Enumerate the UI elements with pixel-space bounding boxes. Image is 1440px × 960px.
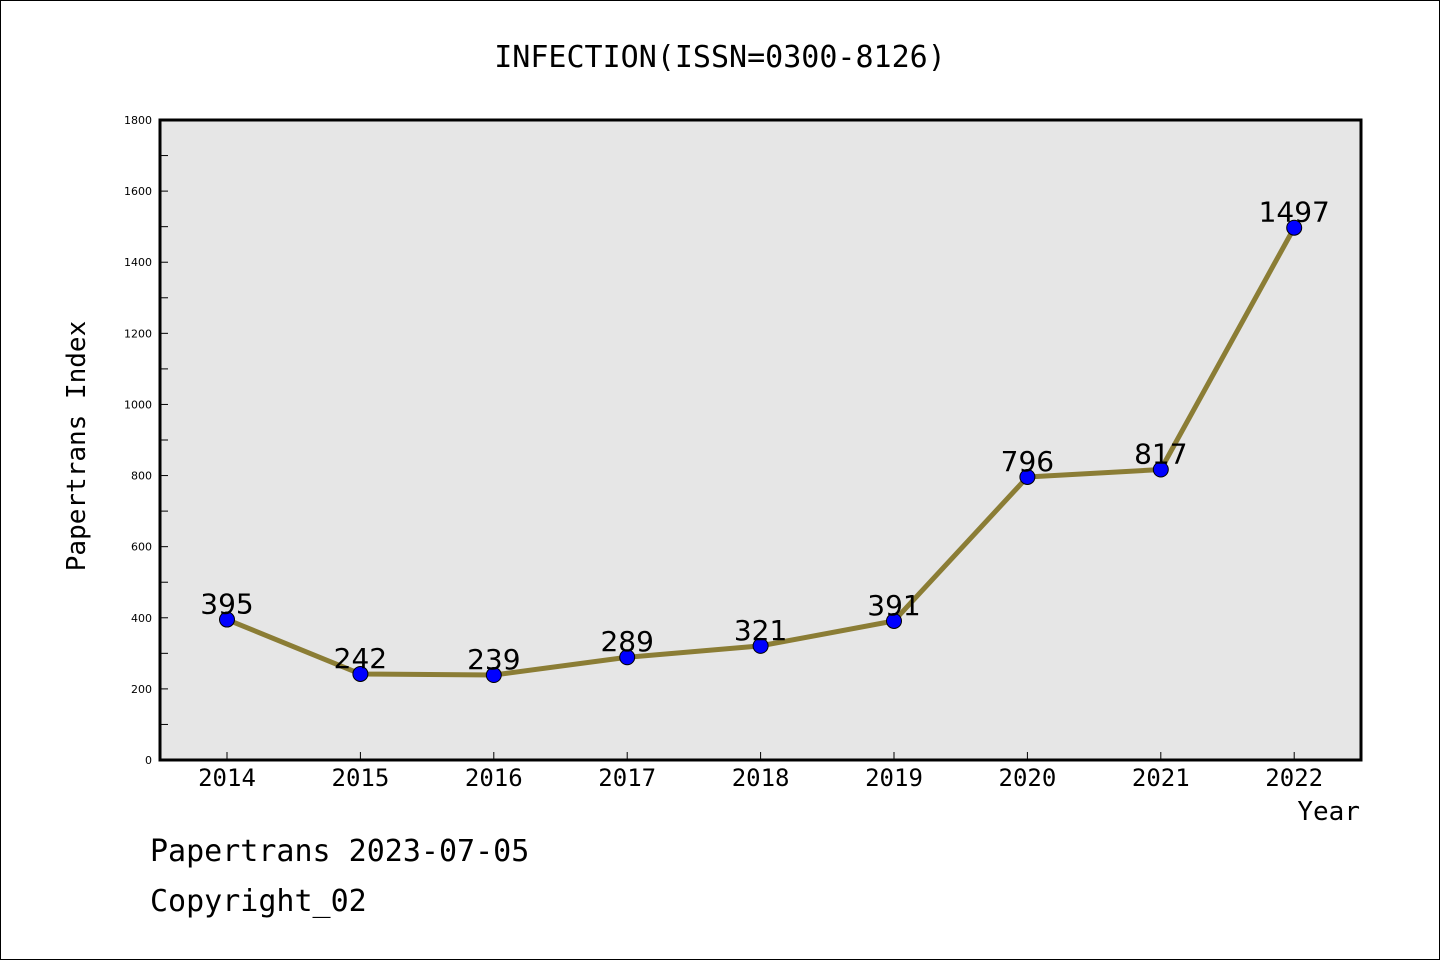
data-labels: 395 242 239 289 321 391 796 817 1497 (200, 196, 1330, 676)
y-axis: 0 200 400 600 800 1000 1200 1400 1600 1800 (124, 114, 168, 767)
y-tick-label: 1400 (124, 256, 152, 269)
x-tick-label: 2021 (1132, 764, 1190, 792)
y-tick-label: 1800 (124, 114, 152, 127)
data-point (886, 612, 902, 629)
data-label: 395 (200, 588, 253, 621)
y-tick-label: 600 (131, 541, 152, 554)
data-label: 242 (334, 642, 387, 675)
data-point (485, 667, 502, 684)
chart-title: INFECTION(ISSN=0300-8126) (494, 40, 946, 75)
data-label: 1497 (1259, 196, 1330, 229)
data-label: 817 (1134, 438, 1187, 471)
y-tick-label: 1200 (124, 327, 152, 340)
data-point (619, 649, 636, 666)
footer-date: Papertrans 2023-07-05 (150, 834, 530, 869)
data-point (1019, 468, 1036, 485)
x-tick-label: 2022 (1265, 764, 1323, 792)
data-point (219, 611, 235, 628)
x-tick-label: 2020 (999, 764, 1057, 792)
y-tick-label: 400 (131, 612, 152, 625)
data-label: 239 (467, 643, 520, 676)
data-label: 289 (600, 625, 653, 658)
x-tick-label: 2014 (198, 764, 256, 792)
y-tick-label: 1600 (124, 185, 152, 198)
data-point (1286, 219, 1303, 236)
x-tick-label: 2015 (332, 764, 390, 792)
data-label: 796 (1001, 445, 1054, 478)
data-point (352, 665, 369, 682)
data-label: 391 (867, 589, 920, 622)
data-point (1152, 461, 1169, 478)
x-tick-label: 2017 (598, 764, 656, 792)
x-axis-label: Year (1297, 797, 1360, 827)
y-tick-label: 0 (145, 754, 152, 767)
y-axis-label: Papertrans Index (62, 321, 92, 571)
x-tick-label: 2016 (465, 764, 523, 792)
x-tick-label: 2019 (865, 764, 923, 792)
footer-copyright: Copyright_02 (150, 884, 367, 919)
y-tick-label: 1000 (124, 398, 152, 411)
x-axis: 2014 2015 2016 2017 2018 2019 2020 2021 2022 (198, 752, 1323, 792)
data-label: 321 (734, 614, 787, 647)
x-tick-label: 2018 (732, 764, 790, 792)
series-papertrans-index (219, 219, 1303, 684)
data-point (752, 637, 769, 654)
y-tick-label: 200 (131, 683, 152, 696)
y-tick-label: 800 (131, 470, 152, 483)
